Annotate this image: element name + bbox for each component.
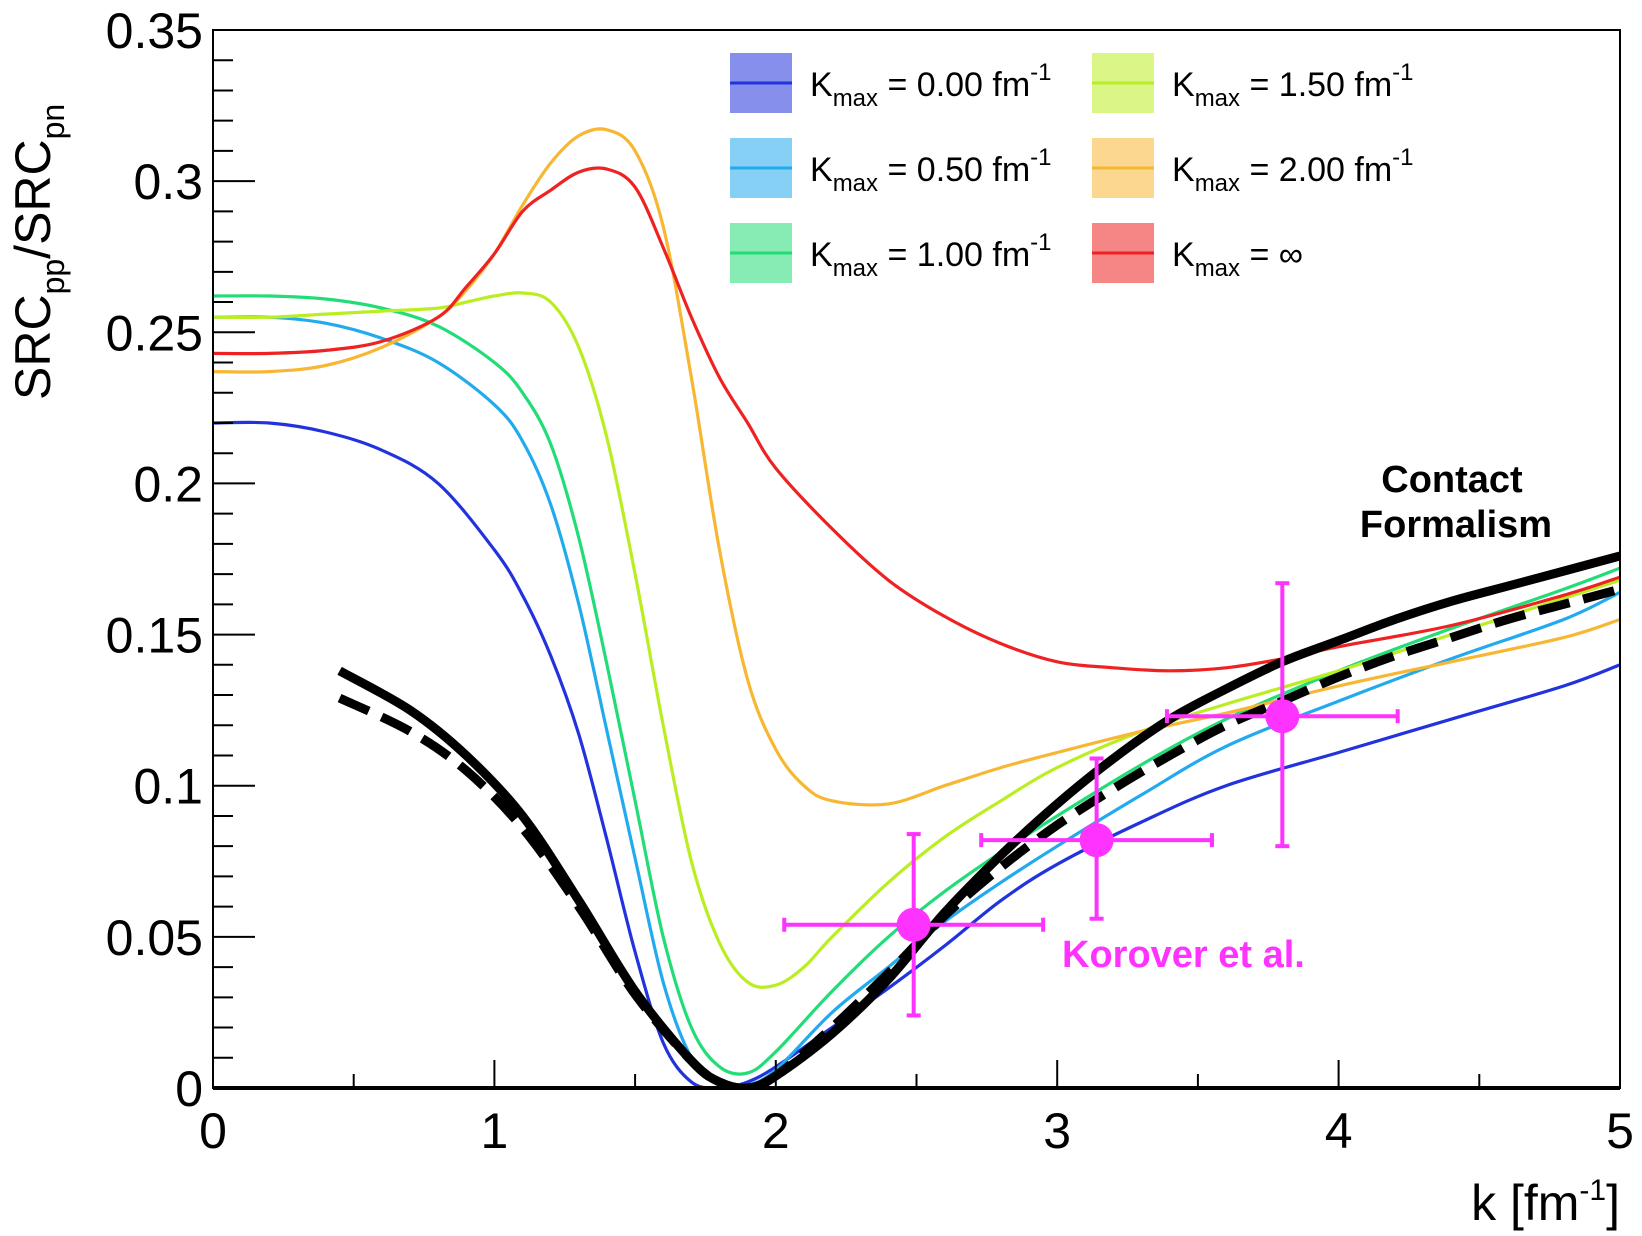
y-tick-label-4: 0.2: [133, 456, 203, 512]
y-tick-label-7: 0.35: [106, 3, 203, 59]
x-tick-label-5: 5: [1606, 1103, 1634, 1159]
x-tick-label-4: 4: [1325, 1103, 1353, 1159]
legend-label-5: Kmax = ∞: [1172, 236, 1303, 282]
y-tick-label-0: 0: [175, 1061, 203, 1117]
korover-marker-2: [1265, 699, 1300, 734]
x-tick-label-1: 1: [480, 1103, 508, 1159]
legend-item-4: Kmax = 2.00 fm-1: [1092, 138, 1414, 198]
legend-item-0: Kmax = 0.00 fm-1: [730, 53, 1052, 113]
legend-label-0: Kmax = 0.00 fm-1: [810, 59, 1052, 112]
series-layer: [213, 127, 1620, 1090]
axes: 0 1 2 3 4 5 0 0.05 0.1 0.15 0.2 0.25 0.3 0.35: [106, 3, 1634, 1159]
y-tick-label-6: 0.3: [133, 154, 203, 210]
korover-point-1: [979, 756, 1214, 921]
legend-item-5: Kmax = ∞: [1092, 223, 1303, 283]
korover-point-0: [782, 832, 1046, 1018]
x-tick-label-0: 0: [199, 1103, 227, 1159]
korover-marker-0: [896, 907, 931, 942]
x-tick-label-2: 2: [762, 1103, 790, 1159]
y-tick-label-2: 0.1: [133, 759, 203, 815]
korover-marker-1: [1079, 823, 1114, 858]
y-tick-label-3: 0.15: [106, 608, 203, 664]
annotation-korover: Korover et al.: [1062, 934, 1305, 976]
y-tick-label-5: 0.25: [106, 305, 203, 361]
legend-label-4: Kmax = 2.00 fm-1: [1172, 144, 1414, 197]
legend-item-3: Kmax = 1.50 fm-1: [1092, 53, 1414, 113]
annotation-contact-line2: Formalism: [1360, 504, 1552, 546]
annotation-contact-line1: Contact: [1381, 459, 1523, 501]
series-line-5: [213, 166, 1620, 673]
legend-label-1: Kmax = 0.50 fm-1: [810, 144, 1052, 197]
korover-point-2: [1164, 581, 1400, 849]
x-tick-label-3: 3: [1043, 1103, 1071, 1159]
korover-points-layer: [782, 581, 1400, 1018]
series-line-3: [213, 291, 1620, 989]
x-axis-title: k [fm-1]: [1471, 1174, 1620, 1231]
y-axis-title: SRCpp/SRCpn: [5, 104, 71, 400]
legend: Kmax = 0.00 fm-1 Kmax = 0.50 fm-1 Kmax = 1…: [730, 53, 1414, 283]
y-tick-label-1: 0.05: [106, 910, 203, 966]
series-line-2: [213, 294, 1620, 1076]
legend-item-2: Kmax = 1.00 fm-1: [730, 223, 1052, 283]
series-line-1: [213, 315, 1620, 1090]
legend-label-2: Kmax = 1.00 fm-1: [810, 229, 1052, 282]
legend-label-3: Kmax = 1.50 fm-1: [1172, 59, 1414, 112]
legend-item-1: Kmax = 0.50 fm-1: [730, 138, 1052, 198]
